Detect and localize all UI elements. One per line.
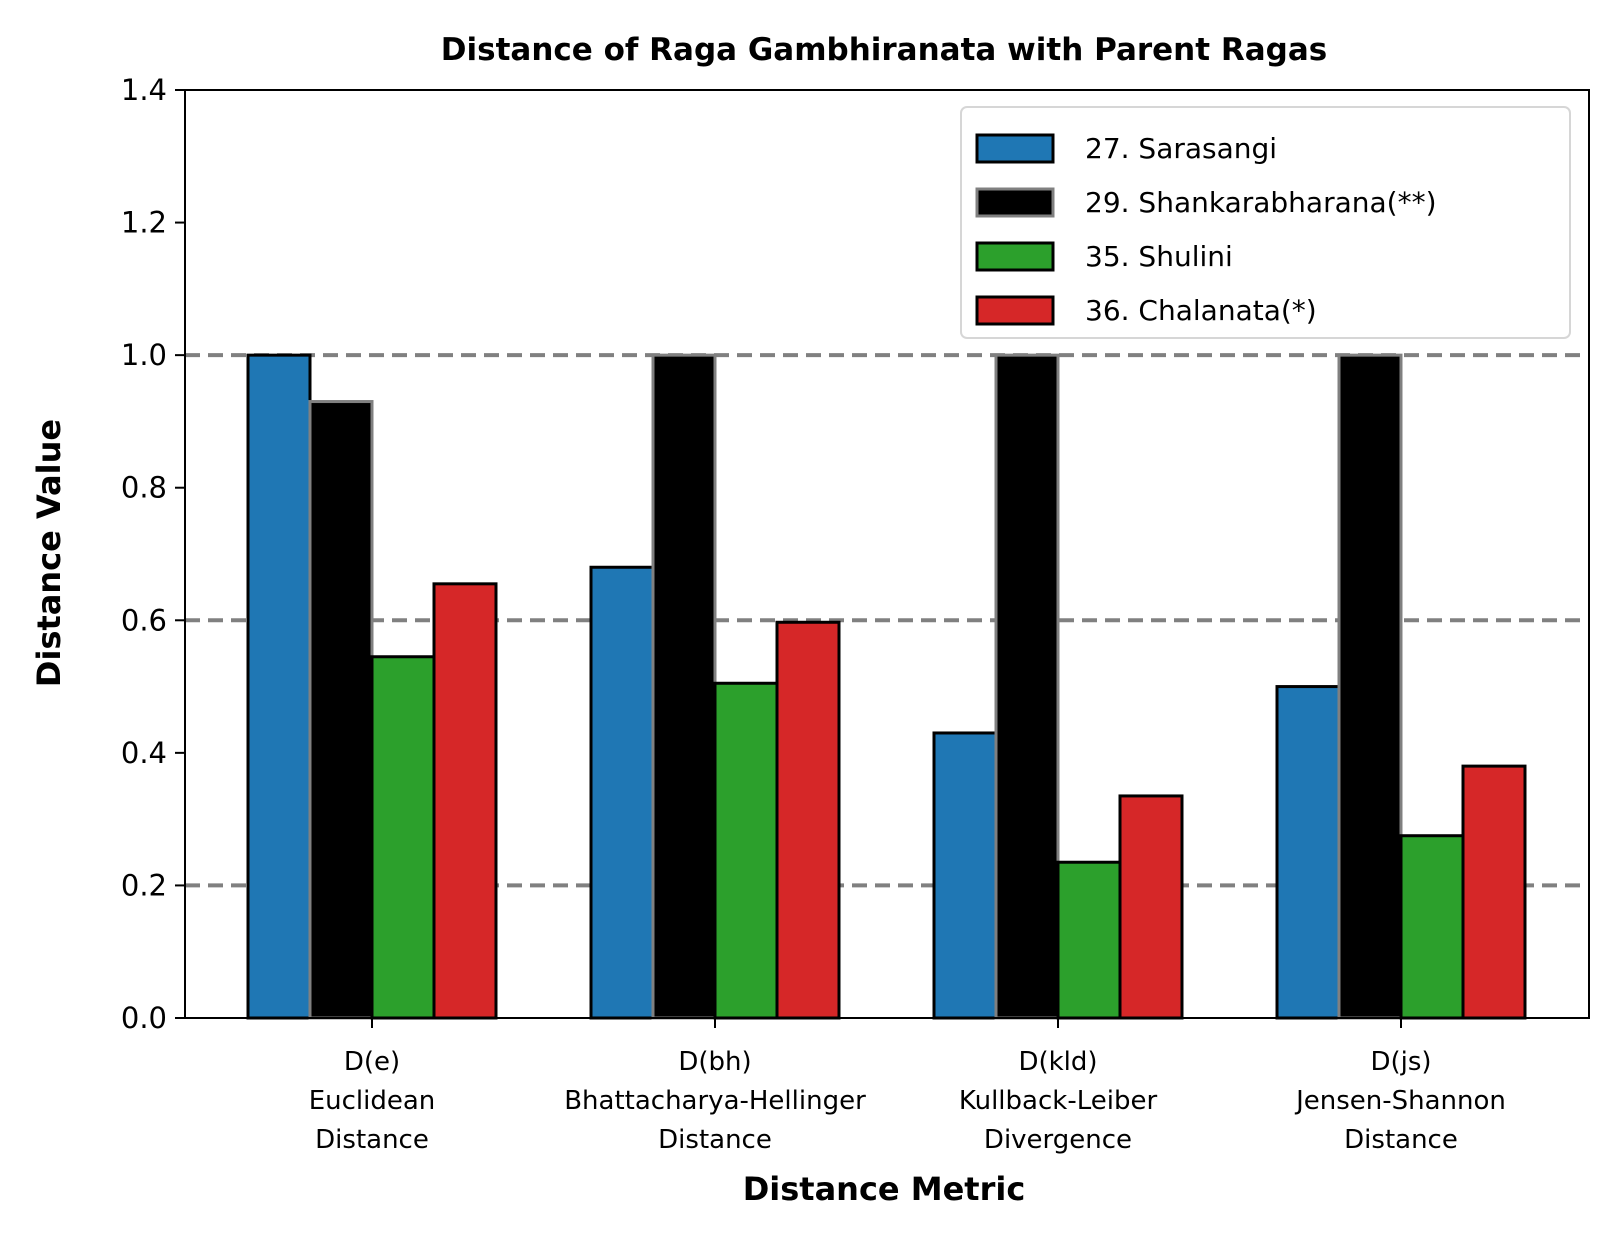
- legend-label: 29. Shankarabharana(**): [1085, 186, 1437, 219]
- legend-swatch: [975, 133, 1055, 164]
- y-tick-label: 0.6: [121, 603, 167, 637]
- bar: [370, 655, 436, 1020]
- bar: [589, 565, 655, 1020]
- chart-title: Distance of Raga Gambhiranata with Paren…: [441, 32, 1327, 68]
- x-tick-label: Distance: [1344, 1125, 1458, 1155]
- legend-swatch: [975, 241, 1055, 272]
- y-tick-label: 1.2: [121, 206, 167, 240]
- bar: [775, 620, 841, 1020]
- bar: [1056, 860, 1122, 1020]
- bar: [651, 353, 717, 1020]
- legend: 27. Sarasangi 29. Shankarabharana(**) 35. …: [960, 106, 1571, 339]
- x-tick-label: Kullback-Leiber: [959, 1086, 1158, 1116]
- bar: [1399, 834, 1465, 1020]
- legend-swatch: [975, 295, 1055, 326]
- x-tick-label: Bhattacharya-Hellinger: [564, 1086, 866, 1116]
- bar: [432, 582, 498, 1020]
- legend-label: 36. Chalanata(*): [1085, 294, 1317, 327]
- bar: [1461, 764, 1527, 1020]
- x-axis-label: Distance Metric: [743, 1170, 1026, 1208]
- y-tick-label: 0.8: [121, 471, 167, 505]
- bar: [308, 400, 374, 1020]
- x-tick-label: Divergence: [984, 1125, 1132, 1155]
- x-tick-label: D(e): [344, 1047, 400, 1077]
- y-tick-label: 0.0: [121, 1001, 167, 1035]
- legend-label: 35. Shulini: [1085, 240, 1233, 273]
- y-tick-label: 1.4: [121, 73, 167, 107]
- x-tick-label: Distance: [658, 1125, 772, 1155]
- plot-frame: [184, 89, 1590, 1019]
- x-tick-label: Distance: [315, 1125, 429, 1155]
- bar: [1337, 353, 1403, 1020]
- bar: [1118, 794, 1184, 1020]
- legend-swatch: [975, 187, 1055, 218]
- bar: [994, 353, 1060, 1020]
- x-tick-label: D(js): [1370, 1047, 1431, 1077]
- x-axis-ticks: D(e) Euclidean Distance D(bh) Bhattacharya-H…: [309, 1018, 1506, 1155]
- bar: [246, 353, 312, 1020]
- y-tick-label: 0.2: [121, 868, 167, 902]
- y-axis-label: Distance Value: [30, 419, 68, 687]
- x-tick-label: Jensen-Shannon: [1294, 1086, 1506, 1116]
- legend-label: 27. Sarasangi: [1085, 132, 1277, 165]
- bar: [932, 731, 998, 1020]
- legend-box: [960, 106, 1571, 339]
- x-tick-label: D(bh): [678, 1047, 751, 1077]
- bars: [246, 353, 1527, 1020]
- x-tick-label: D(kld): [1018, 1047, 1097, 1077]
- x-tick-label: Euclidean: [309, 1086, 436, 1116]
- y-tick-label: 0.4: [121, 736, 167, 770]
- y-tick-label: 1.0: [121, 338, 167, 372]
- bar: [1275, 685, 1341, 1020]
- y-axis-ticks: 0.0 0.2 0.4 0.6 0.8 1.0 1.2 1.4: [121, 73, 185, 1035]
- bar: [713, 681, 779, 1020]
